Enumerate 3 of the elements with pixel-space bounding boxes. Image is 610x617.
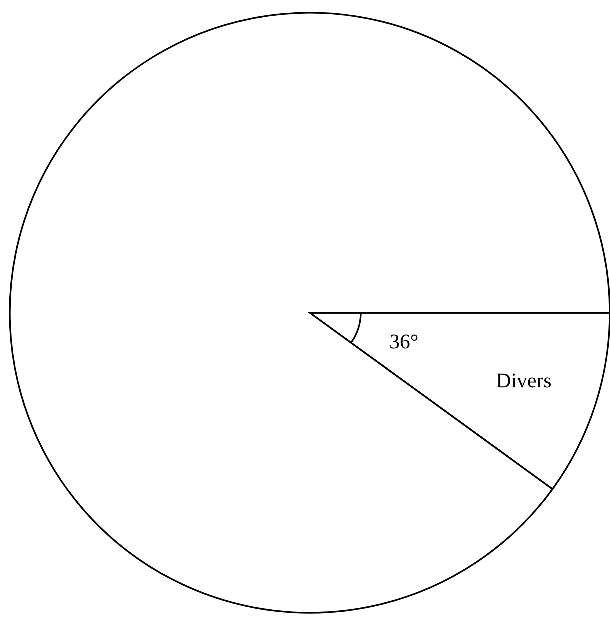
slice-label: Divers <box>496 374 552 388</box>
pie-slice <box>9 12 610 614</box>
text: 36° <box>390 334 418 349</box>
